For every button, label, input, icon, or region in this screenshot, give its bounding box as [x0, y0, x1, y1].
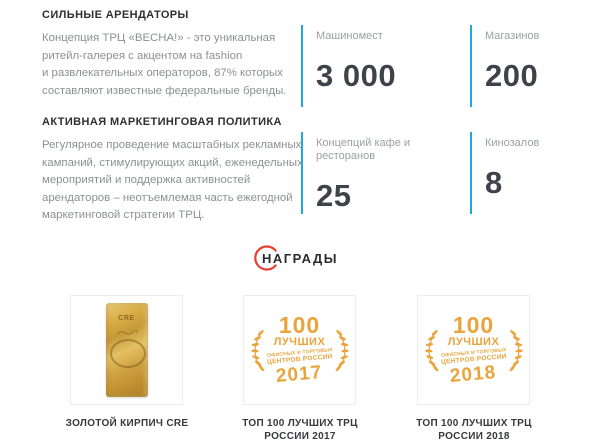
awards-title-text: НАГРАДЫ: [261, 251, 339, 266]
badge-year: 2017: [275, 362, 324, 387]
stat-value: 8: [485, 165, 503, 200]
stat-accent-bar: [470, 25, 472, 107]
brick-cre-label: CRE: [118, 315, 135, 322]
marketing-body: Регулярное проведение масштабных рекламн…: [42, 139, 303, 221]
stat-cinemas: Кинозалов 8: [470, 132, 600, 214]
stat-value: 25: [316, 178, 352, 213]
tenants-heading: СИЛЬНЫЕ АРЕНДАТОРЫ: [42, 9, 189, 21]
stat-parking: Машиномест 3 000: [301, 25, 470, 107]
award-card-top100-2017[interactable]: 100 ЛУЧШИХ ОФИСНЫХ И ТОРГОВЫХ ЦЕНТРОВ РО…: [243, 295, 356, 405]
stat-accent-bar: [301, 132, 303, 214]
award-caption-top100-2018: ТОП 100 ЛУЧШИХ ТРЦ РОССИИ 2018: [416, 418, 532, 442]
award-caption-gold-brick: ЗОЛОТОЙ КИРПИЧ CRE: [65, 418, 189, 429]
stat-accent-bar: [470, 132, 472, 214]
stats-grid: Машиномест 3 000 Магазинов 200 Концепций…: [301, 25, 600, 214]
stat-label: Кинозалов: [485, 137, 540, 149]
info-column: СИЛЬНЫЕ АРЕНДАТОРЫ Концепция ТРЦ «ВЕСНА!…: [42, 9, 317, 225]
stat-value: 200: [485, 58, 539, 93]
brick-ring-engraving: [109, 339, 146, 368]
badge-100-text: 100: [278, 312, 321, 338]
marketing-section: АКТИВНАЯ МАРКЕТИНГОВАЯ ПОЛИТИКА Регулярн…: [42, 116, 317, 225]
laurel-left-icon: [250, 329, 265, 372]
tenants-section: СИЛЬНЫЕ АРЕНДАТОРЫ Концепция ТРЦ «ВЕСНА!…: [42, 9, 317, 100]
badge-luchshih-text: ЛУЧШИХ: [447, 336, 500, 348]
top100-2017-badge: 100 ЛУЧШИХ ОФИСНЫХ И ТОРГОВЫХ ЦЕНТРОВ РО…: [248, 312, 352, 387]
stat-accent-bar: [301, 25, 303, 107]
gold-brick-image: CRE: [105, 303, 148, 397]
badge-100-text: 100: [452, 312, 495, 338]
award-caption-top100-2017: ТОП 100 ЛУЧШИХ ТРЦ РОССИИ 2017: [242, 418, 358, 442]
award-card-top100-2018[interactable]: 100 ЛУЧШИХ ОФИСНЫХ И ТОРГОВЫХ ЦЕНТРОВ РО…: [417, 295, 530, 405]
badge-luchshih-text: ЛУЧШИХ: [273, 336, 326, 348]
top100-2018-badge: 100 ЛУЧШИХ ОФИСНЫХ И ТОРГОВЫХ ЦЕНТРОВ РО…: [422, 312, 526, 387]
tenants-body: Концепция ТРЦ «ВЕСНА!» - это уникальная …: [42, 32, 287, 97]
awards-section-title: НАГРАДЫ: [0, 245, 600, 271]
laurel-left-icon: [424, 329, 439, 372]
badge-year: 2018: [449, 362, 498, 387]
stat-value: 3 000: [316, 58, 397, 93]
stat-label: Концепций кафе и ресторанов: [316, 137, 411, 162]
laurel-right-icon: [508, 329, 523, 372]
stat-shops: Магазинов 200: [470, 25, 600, 107]
award-card-gold-brick[interactable]: CRE: [70, 295, 183, 405]
marketing-heading: АКТИВНАЯ МАРКЕТИНГОВАЯ ПОЛИТИКА: [42, 116, 282, 128]
stat-label: Машиномест: [316, 30, 383, 42]
brick-script-decoration: [106, 323, 148, 341]
stat-label: Магазинов: [485, 30, 540, 42]
laurel-right-icon: [334, 329, 349, 372]
stat-cafes: Концепций кафе и ресторанов 25: [301, 132, 470, 214]
